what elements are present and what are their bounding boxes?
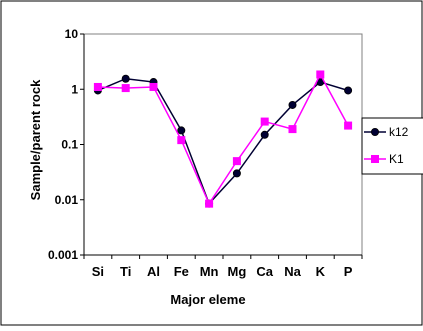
data-point-K1 <box>121 84 130 93</box>
x-tick-label: Al <box>147 264 160 279</box>
y-tick-label: 0.001 <box>48 248 78 262</box>
x-tick-label: Ca <box>256 264 273 279</box>
data-point-k12 <box>344 86 353 95</box>
legend-label-K1: K1 <box>389 152 404 166</box>
x-tick-label: Si <box>92 264 104 279</box>
data-point-K1 <box>149 82 158 91</box>
legend-label-k12: k12 <box>389 125 409 139</box>
x-tick-label: P <box>344 264 353 279</box>
data-point-K1 <box>232 157 241 166</box>
data-point-K1 <box>288 125 297 134</box>
legend-marker-k12 <box>370 127 379 136</box>
data-point-K1 <box>260 117 269 126</box>
series-line-K1 <box>97 72 349 206</box>
y-tick-label: 1 <box>71 82 78 96</box>
series-line-k12 <box>97 77 349 206</box>
x-axis-title: Major eleme <box>170 292 245 307</box>
x-tick-label: Na <box>284 264 301 279</box>
x-tick-label: Mg <box>228 264 247 279</box>
legend-marker-K1 <box>370 154 379 163</box>
data-point-k12 <box>288 100 297 109</box>
data-point-k12 <box>260 130 269 139</box>
data-point-K1 <box>93 82 102 91</box>
x-tick-label: Mn <box>200 264 219 279</box>
data-point-K1 <box>316 70 325 79</box>
y-tick-label: 10 <box>65 27 79 41</box>
legend-box <box>361 117 423 175</box>
y-axis-title: Sample/parent rock <box>28 79 43 200</box>
x-tick-label: Ti <box>120 264 131 279</box>
x-tick-label: K <box>316 264 326 279</box>
y-tick-label: 0.01 <box>55 193 79 207</box>
data-point-k12 <box>177 126 186 135</box>
plot-frame <box>83 33 363 256</box>
legend: k12 K1 <box>361 117 423 175</box>
data-point-K1 <box>177 136 186 145</box>
y-tick-label: 0.1 <box>61 138 78 152</box>
data-point-K1 <box>344 121 353 130</box>
x-tick-label: Fe <box>174 264 189 279</box>
plot-area: 10 1 0.1 0.01 0.001 Si Ti Al Fe Mn Mg Ca Na K P <box>48 27 363 279</box>
data-point-k12 <box>121 74 130 83</box>
data-point-K1 <box>205 199 214 208</box>
data-point-k12 <box>232 169 241 178</box>
